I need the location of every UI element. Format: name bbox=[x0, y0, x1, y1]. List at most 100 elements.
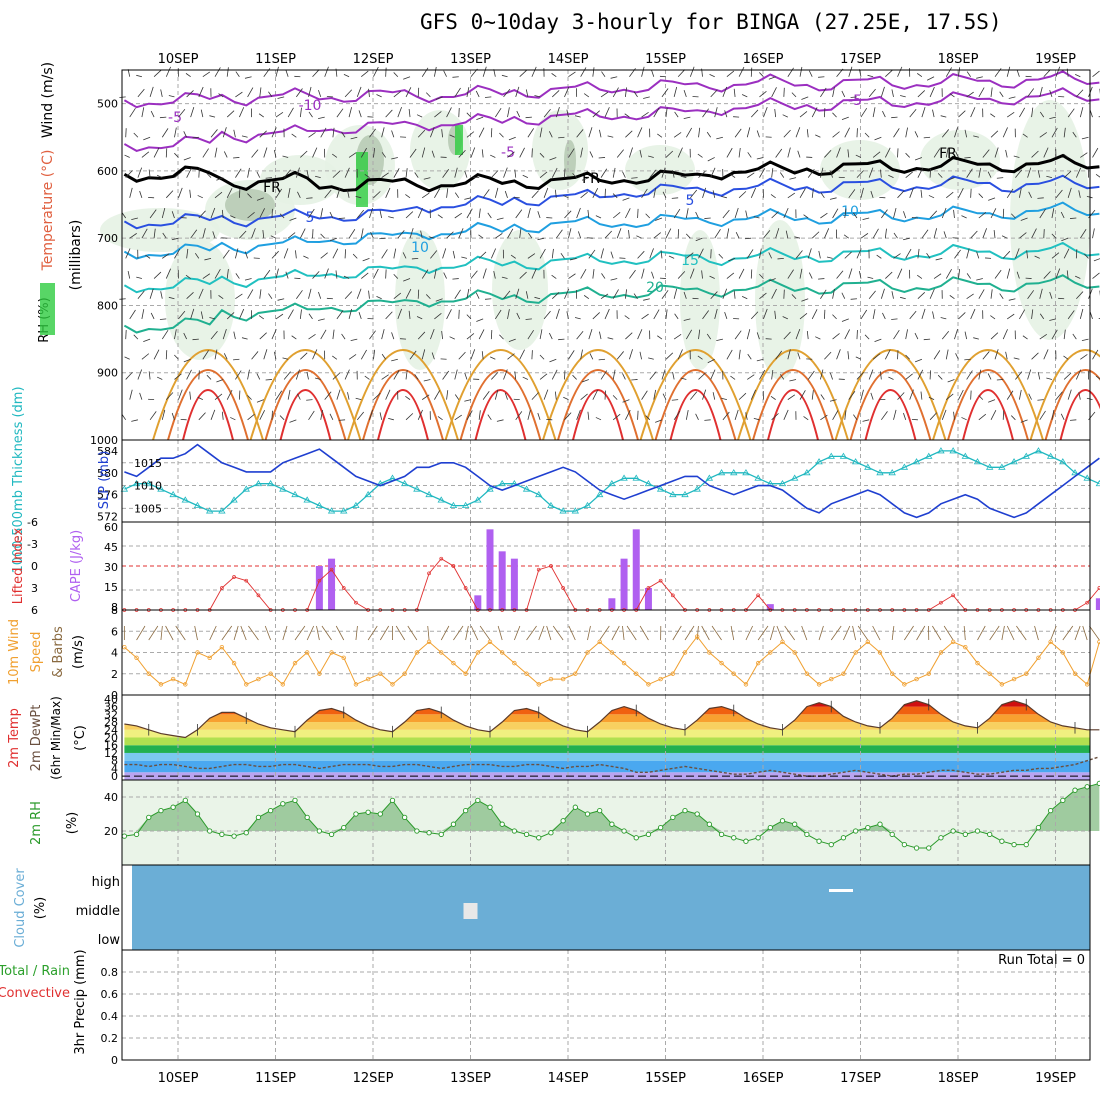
wind-barb bbox=[202, 350, 209, 360]
wind-barb bbox=[698, 248, 704, 259]
wind-barb bbox=[661, 167, 666, 178]
wind-barb bbox=[251, 228, 256, 239]
wind-barb bbox=[244, 278, 252, 281]
wind-barb bbox=[376, 295, 382, 300]
precip-conv-label: Convective bbox=[0, 986, 70, 1001]
wind-barb bbox=[1039, 288, 1043, 299]
wind-barb bbox=[958, 67, 961, 77]
thickness-point bbox=[669, 490, 677, 498]
wind-barb bbox=[661, 88, 669, 98]
wind-barb bbox=[1002, 329, 1008, 340]
wind-barb bbox=[277, 298, 285, 301]
wind10-barb bbox=[282, 625, 288, 641]
precip-tick: 0.6 bbox=[101, 988, 119, 1001]
surface-temp-contour bbox=[932, 349, 1044, 441]
wind-barb bbox=[411, 257, 419, 260]
wind-barb bbox=[442, 248, 447, 259]
bottom-date-label: 11SEP bbox=[255, 1071, 296, 1086]
wind-barb bbox=[712, 190, 716, 198]
wind-barb bbox=[829, 170, 833, 178]
wind-barb bbox=[159, 318, 167, 320]
surface-temp-contour bbox=[542, 349, 654, 441]
wind-barb bbox=[239, 308, 245, 320]
wind-barb bbox=[299, 107, 302, 118]
thickness-point bbox=[790, 474, 799, 481]
wind-barb bbox=[770, 395, 776, 400]
wind-barb bbox=[454, 414, 462, 421]
wind-barb bbox=[885, 69, 893, 78]
surface-temp-contour bbox=[654, 369, 737, 441]
wind-barb bbox=[499, 132, 504, 138]
wind-barb bbox=[1055, 391, 1063, 400]
thickness-point bbox=[1010, 458, 1018, 465]
wind-barb bbox=[430, 250, 438, 259]
surface-temp-contour bbox=[1044, 369, 1100, 441]
wind-barb bbox=[494, 389, 499, 400]
wind-barb bbox=[683, 90, 687, 98]
wind-barb bbox=[881, 411, 888, 421]
wind-barb bbox=[1046, 175, 1053, 179]
wind-barb bbox=[1051, 127, 1058, 138]
temp2m-tick: 32 bbox=[104, 708, 118, 721]
wind10-barb bbox=[355, 625, 358, 641]
wind-barb bbox=[1019, 188, 1022, 198]
wind-barb bbox=[335, 270, 338, 279]
wind-barb bbox=[244, 76, 252, 79]
wind-barb bbox=[136, 74, 142, 78]
wind-barb bbox=[1037, 197, 1044, 199]
wind-barb bbox=[139, 190, 143, 198]
wind-barb bbox=[673, 86, 678, 98]
wind-barb bbox=[917, 90, 926, 98]
wind-barb bbox=[695, 237, 703, 242]
wind-barb bbox=[1019, 389, 1022, 400]
wind-barb bbox=[716, 338, 723, 342]
wind-barb bbox=[759, 292, 767, 300]
wind-barb bbox=[649, 169, 657, 178]
wind-barb bbox=[194, 252, 200, 259]
wind-barb bbox=[629, 269, 636, 279]
wind-barb bbox=[690, 391, 698, 400]
wind-barb bbox=[1034, 255, 1040, 259]
wind-barb bbox=[645, 213, 651, 219]
wind-barb bbox=[119, 96, 126, 98]
wind-barb bbox=[332, 372, 341, 380]
wind10-barb bbox=[1089, 625, 1100, 641]
wind-barb bbox=[847, 351, 850, 360]
wind-barb bbox=[417, 207, 423, 219]
wind-barb bbox=[539, 329, 543, 340]
wind-barb bbox=[572, 173, 577, 178]
wind-barb bbox=[860, 389, 864, 400]
wind-barb bbox=[247, 212, 255, 219]
rh2m-point bbox=[657, 824, 664, 831]
wind-barb bbox=[368, 290, 370, 299]
wind10-barb bbox=[711, 625, 722, 641]
wind-barb bbox=[653, 309, 660, 320]
wind-barb bbox=[844, 208, 847, 219]
wind-barb bbox=[171, 412, 175, 420]
wind-barb bbox=[442, 370, 450, 380]
wind-barb bbox=[259, 289, 262, 299]
rh2m-axis-label: 2m RH bbox=[29, 801, 44, 845]
wind-barb bbox=[1031, 228, 1037, 239]
thickness-point bbox=[559, 507, 567, 514]
wind-barb bbox=[726, 228, 730, 239]
wind-barb bbox=[566, 109, 569, 118]
wind-barb bbox=[759, 273, 764, 279]
temp-bands bbox=[124, 700, 1090, 780]
wind-barb bbox=[178, 389, 183, 400]
rh2m-point bbox=[1072, 787, 1078, 793]
cape-tick: 45 bbox=[104, 541, 118, 554]
wind-barb bbox=[856, 372, 864, 380]
wind-barb bbox=[923, 338, 931, 341]
rh2m-point bbox=[731, 835, 737, 841]
li-tick: 6 bbox=[31, 604, 38, 617]
wind10-point bbox=[658, 676, 663, 682]
wind-barb bbox=[856, 170, 864, 178]
wind-barb bbox=[576, 331, 584, 340]
wind10-barb bbox=[587, 625, 591, 641]
thickness-point bbox=[876, 469, 884, 476]
wind-barb bbox=[569, 257, 577, 261]
wind-barb bbox=[949, 93, 955, 98]
wind-barb bbox=[508, 136, 516, 141]
wind-barb bbox=[1063, 329, 1066, 340]
